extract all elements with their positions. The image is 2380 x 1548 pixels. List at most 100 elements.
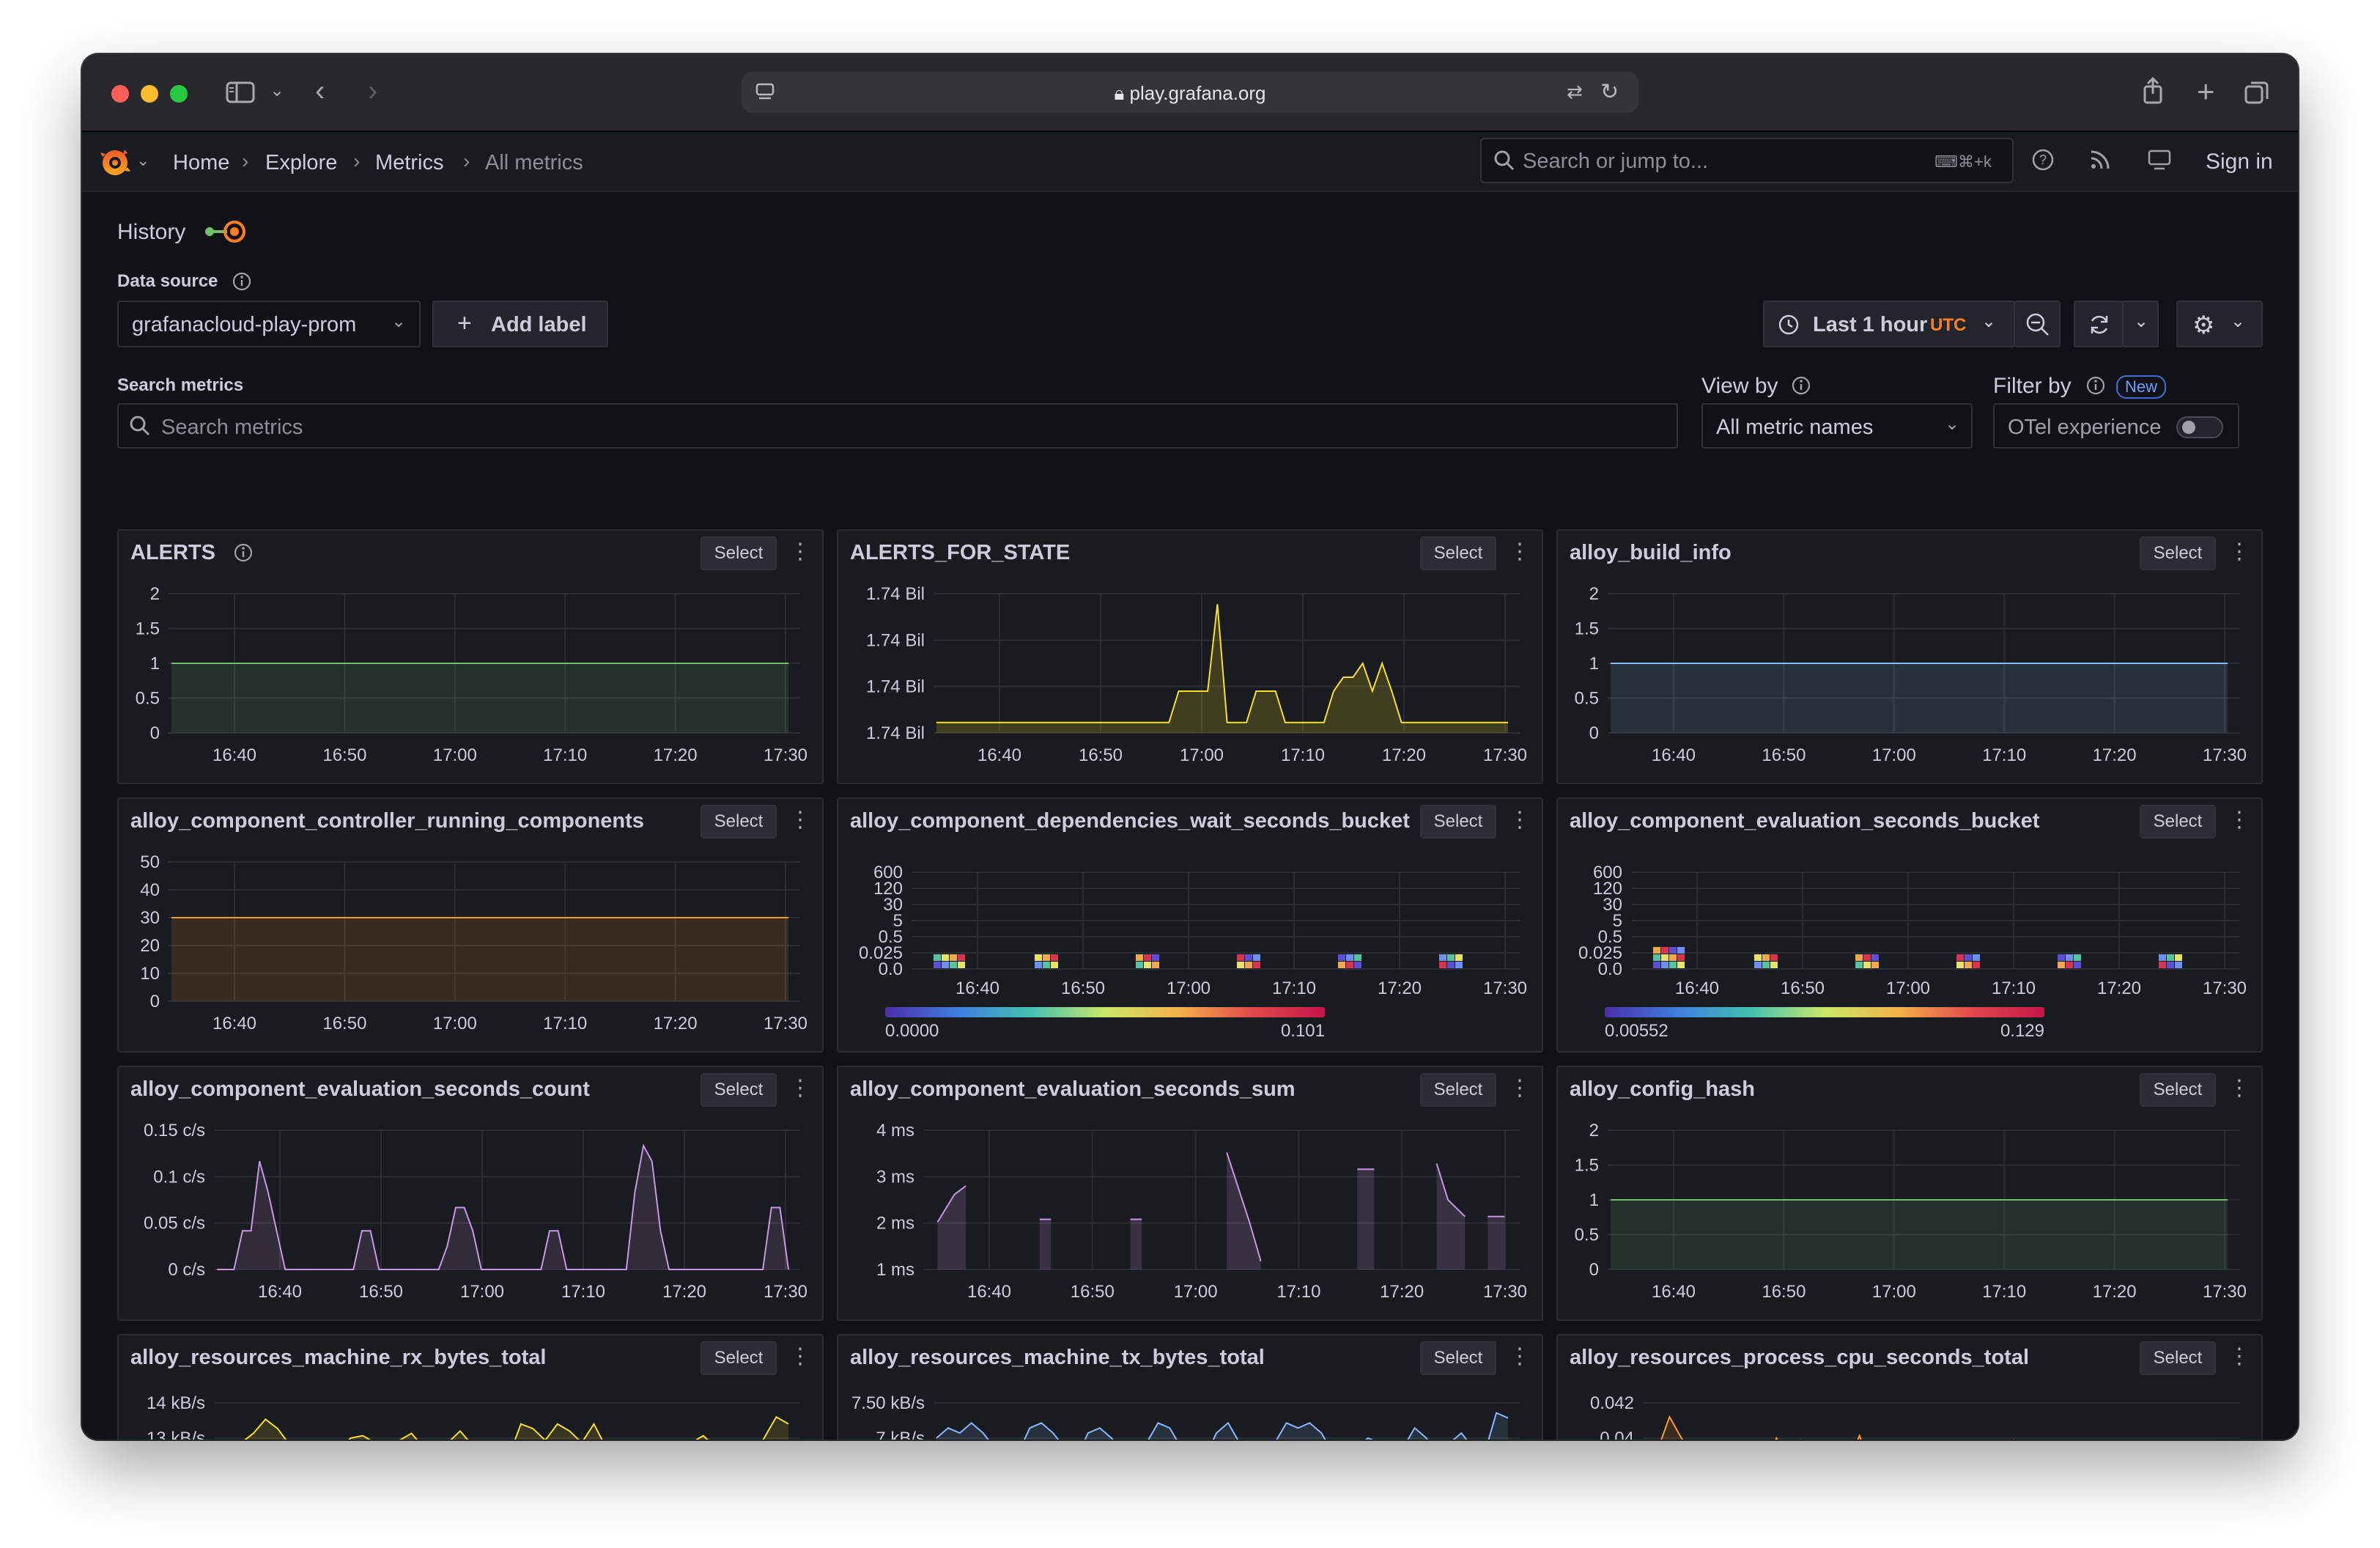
heatmap-cell bbox=[1051, 962, 1058, 968]
info-icon[interactable] bbox=[1791, 375, 1811, 399]
new-tab-icon[interactable]: + bbox=[2197, 74, 2215, 108]
view-by-select[interactable]: All metric names ⌄ bbox=[1701, 403, 1973, 449]
info-icon[interactable] bbox=[233, 542, 254, 567]
chevron-down-icon: ⌄ bbox=[391, 312, 407, 331]
help-icon[interactable]: ? bbox=[2031, 148, 2055, 177]
series-area bbox=[937, 1186, 967, 1269]
y-tick-label: 2 ms bbox=[876, 1214, 914, 1234]
select-button[interactable]: Select bbox=[2140, 1073, 2216, 1107]
metric-panel: alloy_resources_machine_tx_bytes_total Se… bbox=[837, 1334, 1543, 1440]
panel-menu-icon[interactable]: ⋮ bbox=[789, 1076, 811, 1100]
metric-panel: alloy_component_evaluation_seconds_count… bbox=[117, 1066, 824, 1321]
settings-dropdown-button[interactable]: ⚙ ⌄ bbox=[2176, 301, 2263, 347]
reload-icon[interactable]: ↻ bbox=[1600, 80, 1619, 104]
breadcrumb-explore[interactable]: Explore bbox=[265, 151, 338, 174]
page-menu-icon[interactable] bbox=[755, 82, 775, 105]
lock-icon: 🔒︎ bbox=[1114, 82, 1130, 104]
close-window-button[interactable] bbox=[111, 85, 129, 103]
select-button[interactable]: Select bbox=[701, 1341, 777, 1375]
heatmap-cell bbox=[1136, 962, 1143, 968]
kiosk-mode-icon[interactable] bbox=[2147, 148, 2172, 177]
select-button[interactable]: Select bbox=[701, 1073, 777, 1107]
data-source-select[interactable]: grafanacloud-play-prom ⌄ bbox=[117, 301, 421, 347]
panel-menu-icon[interactable]: ⋮ bbox=[2228, 808, 2250, 832]
panel-menu-icon[interactable]: ⋮ bbox=[789, 539, 811, 564]
y-tick-label: 1 bbox=[150, 654, 160, 674]
panel-chart: 1.74 Bil 1.74 Bil 1.74 Bil 1.74 Bil 16:40 16:… bbox=[866, 584, 1527, 765]
select-button[interactable]: Select bbox=[1420, 537, 1496, 570]
y-tick-label: 0.5 bbox=[879, 927, 903, 947]
translate-icon[interactable]: ⇄ bbox=[1567, 81, 1583, 103]
grafana-logo-icon[interactable] bbox=[98, 145, 132, 183]
x-tick-label: 16:50 bbox=[1061, 978, 1105, 998]
search-metrics-label: Search metrics bbox=[117, 375, 244, 395]
clock-icon bbox=[1778, 314, 1800, 342]
panel-menu-icon[interactable]: ⋮ bbox=[1509, 539, 1531, 564]
series-area bbox=[1436, 1163, 1466, 1269]
y-tick-label: 0 bbox=[1589, 1260, 1599, 1280]
panel-menu-icon[interactable]: ⋮ bbox=[1509, 1076, 1531, 1100]
breadcrumb-home[interactable]: Home bbox=[173, 151, 230, 174]
y-tick-label: 10 bbox=[140, 964, 160, 984]
panel-menu-icon[interactable]: ⋮ bbox=[1509, 808, 1531, 832]
panel-title: ALERTS bbox=[130, 541, 215, 564]
y-tick-label: 0.025 bbox=[1578, 943, 1622, 963]
select-button[interactable]: Select bbox=[2140, 1341, 2216, 1375]
metric-panel: alloy_resources_machine_rx_bytes_total Se… bbox=[117, 1334, 824, 1440]
heatmap-cell bbox=[2175, 962, 2182, 968]
breadcrumb-metrics[interactable]: Metrics bbox=[375, 151, 444, 174]
select-button[interactable]: Select bbox=[701, 537, 777, 570]
x-tick-label: 17:20 bbox=[2093, 1282, 2137, 1302]
forward-icon[interactable]: › bbox=[368, 75, 378, 107]
chevron-down-icon[interactable]: ⌄ bbox=[136, 151, 150, 169]
x-tick-label: 16:40 bbox=[258, 1282, 302, 1302]
sidebar-toggle-icon[interactable] bbox=[226, 81, 255, 108]
global-search-input[interactable]: Search or jump to... ⌨ ⌘+k bbox=[1480, 138, 2014, 183]
share-icon[interactable] bbox=[2141, 76, 2165, 110]
search-metrics-input[interactable]: Search metrics bbox=[117, 403, 1678, 449]
otel-experience-toggle[interactable] bbox=[2176, 416, 2223, 438]
x-tick-label: 17:00 bbox=[1174, 1282, 1218, 1302]
news-feed-icon[interactable] bbox=[2088, 148, 2112, 177]
select-button[interactable]: Select bbox=[1420, 1073, 1496, 1107]
zoom-out-button[interactable] bbox=[2014, 301, 2061, 347]
select-button[interactable]: Select bbox=[1420, 805, 1496, 838]
metric-panel: ALERTS Select ⋮ 2 1.5 1 0.5 0 16:40 16:50 17:00 17:… bbox=[117, 529, 824, 784]
refresh-button[interactable] bbox=[2074, 301, 2124, 347]
info-icon[interactable] bbox=[2085, 375, 2106, 399]
y-tick-label: 1.74 Bil bbox=[866, 723, 925, 743]
chevron-down-icon: ⌄ bbox=[1945, 414, 1960, 434]
panel-menu-icon[interactable]: ⋮ bbox=[789, 1344, 811, 1368]
info-icon[interactable] bbox=[232, 271, 252, 295]
select-button[interactable]: Select bbox=[1420, 1341, 1496, 1375]
panel-menu-icon[interactable]: ⋮ bbox=[789, 808, 811, 832]
heatmap-cell bbox=[2159, 954, 2166, 961]
tab-overview-icon[interactable] bbox=[2244, 79, 2270, 110]
refresh-interval-dropdown[interactable]: ⌄ bbox=[2122, 301, 2159, 347]
chevron-down-icon[interactable]: ⌄ bbox=[270, 81, 285, 100]
browser-window: ⌄ ‹ › 🔒︎ play.grafana.org ⇄ ↻ + bbox=[82, 54, 2298, 1440]
address-bar[interactable]: 🔒︎ play.grafana.org ⇄ ↻ bbox=[742, 72, 1638, 113]
select-button[interactable]: Select bbox=[2140, 805, 2216, 838]
heatmap-cell bbox=[1871, 954, 1879, 961]
heatmap-cell bbox=[1677, 947, 1685, 954]
add-label-button[interactable]: + Add label bbox=[432, 301, 608, 347]
sign-in-link[interactable]: Sign in bbox=[2206, 150, 2273, 174]
panel-menu-icon[interactable]: ⋮ bbox=[2228, 1076, 2250, 1100]
zoom-window-button[interactable] bbox=[170, 85, 188, 103]
panel-menu-icon[interactable]: ⋮ bbox=[2228, 539, 2250, 564]
heatmap-cell bbox=[1253, 962, 1260, 968]
select-button[interactable]: Select bbox=[701, 805, 777, 838]
panel-menu-icon[interactable]: ⋮ bbox=[1509, 1344, 1531, 1368]
back-icon[interactable]: ‹ bbox=[315, 75, 325, 107]
time-range-picker[interactable]: Last 1 hour UTC ⌄ bbox=[1763, 301, 2015, 347]
history-toggle[interactable] bbox=[202, 217, 249, 250]
data-source-label: Data source bbox=[117, 271, 218, 291]
minimize-window-button[interactable] bbox=[141, 85, 158, 103]
panel-menu-icon[interactable]: ⋮ bbox=[2228, 1344, 2250, 1368]
metric-panel: alloy_component_dependencies_wait_second… bbox=[837, 797, 1543, 1053]
select-button[interactable]: Select bbox=[2140, 537, 2216, 570]
heatmap-cell bbox=[1144, 954, 1151, 961]
series-area bbox=[1039, 1219, 1052, 1269]
